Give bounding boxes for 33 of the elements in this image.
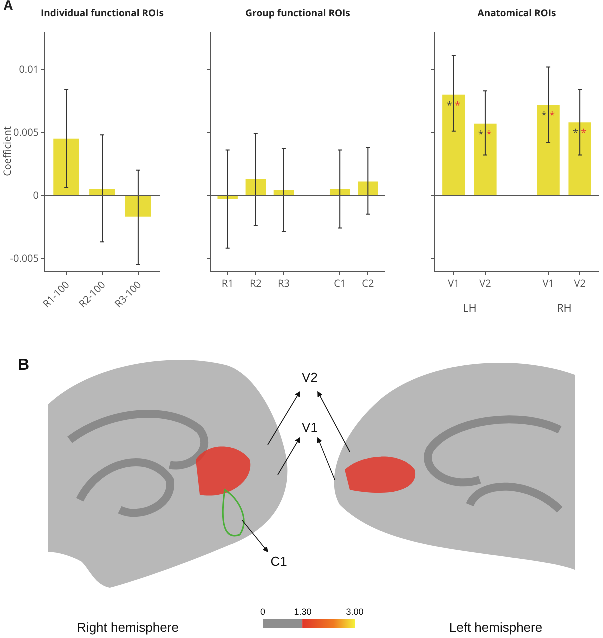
chart-title: Individual functional ROIs: [41, 6, 164, 20]
x-tick-label: V1: [542, 276, 554, 290]
text: RH: [557, 301, 572, 316]
x-tick-label: R2: [250, 276, 262, 290]
y-axis-title: Coefficient: [0, 126, 14, 176]
x-tick-label: V2: [574, 276, 586, 290]
data-label: **: [446, 98, 461, 112]
x-tick-label: R3: [278, 276, 290, 290]
text: 1.30: [294, 607, 312, 617]
x-tick-label: V2: [480, 276, 492, 290]
chart-title: Group functional ROIs: [246, 6, 351, 20]
text: Right hemisphere: [77, 620, 179, 635]
y-tick-label: 0: [33, 188, 40, 202]
text: V2: [302, 370, 318, 385]
y-tick-label: -0.005: [10, 250, 40, 265]
chart-title: Anatomical ROIs: [478, 6, 556, 20]
text: A: [4, 0, 13, 14]
text: 3.00: [346, 607, 364, 617]
x-tick-label: V1: [448, 276, 460, 290]
text: B: [18, 357, 30, 374]
text: V1: [302, 420, 318, 435]
text: LH: [463, 301, 477, 316]
y-tick-label: 0.01: [19, 62, 39, 76]
text: C1: [270, 554, 288, 569]
y-tick-label: 0.005: [14, 125, 40, 140]
x-tick-label: C1: [334, 276, 346, 290]
data-label: **: [541, 108, 556, 122]
text: 0: [260, 607, 266, 617]
x-tick-label: C2: [362, 276, 374, 290]
x-tick-label: R1: [222, 276, 234, 290]
text: Left hemisphere: [449, 620, 543, 635]
data-label: **: [573, 126, 588, 140]
data-label: **: [478, 126, 493, 141]
